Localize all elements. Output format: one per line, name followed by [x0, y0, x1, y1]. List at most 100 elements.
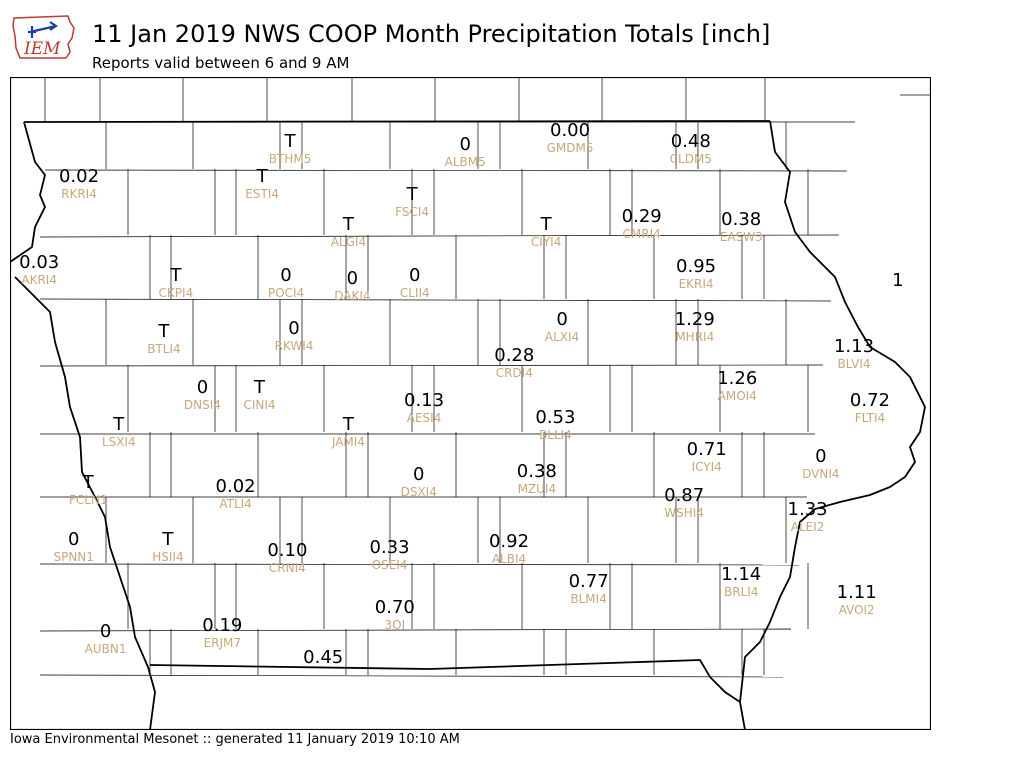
station-fsci4: T FSCI4: [395, 184, 430, 219]
station-value: 0: [815, 446, 827, 468]
station-value: 0: [99, 621, 112, 643]
station-value: 1: [892, 269, 904, 291]
station-id: BRLI4: [723, 584, 759, 599]
station-wshi4: 0.87 WSHI4: [664, 485, 705, 521]
station-value: 1.26: [717, 367, 758, 389]
station-value: 0.70: [374, 596, 415, 618]
station-id: ATLI4: [219, 497, 252, 512]
station-value: 0: [413, 464, 425, 486]
station-value: 0.38: [516, 461, 557, 483]
station-akri4: 0.03 AKRI4: [19, 252, 59, 287]
station-ckpi4: T CKPI4: [158, 265, 194, 301]
station-id: DVNI4: [802, 467, 840, 482]
station-amoi4: 1.26 AMOI4: [717, 367, 758, 403]
station-dsxi4: 0 DSXI4: [401, 464, 437, 500]
station-value: 1.11: [836, 581, 877, 603]
station-poci4: 0 POCI4: [268, 266, 304, 301]
station-id: RKWI4: [274, 338, 314, 353]
station-id: ESTI4: [245, 186, 279, 201]
station-lsxi4: T LSXI4: [101, 414, 136, 450]
station-crni4: 0.10 CRNI4: [267, 540, 307, 575]
station-value: 1.13: [833, 336, 875, 357]
station-value: 0.02: [58, 165, 100, 187]
station-id: MHRI4: [675, 329, 715, 344]
station-id: CRNI4: [268, 560, 306, 575]
station-blmi4: 0.77 BLMI4: [568, 571, 609, 607]
station-atli4: 0.02 ATLI4: [215, 476, 256, 512]
station-id: CLII4: [399, 286, 430, 301]
station-id: RKRI4: [61, 186, 97, 201]
station-value: T: [253, 376, 265, 398]
station-value: 0: [346, 268, 359, 290]
station-value: 0.92: [488, 530, 530, 552]
station-cmri4: 0.29 CMRI4: [621, 206, 662, 242]
station-esti4: T ESTI4: [245, 165, 279, 201]
station-id: CRDI4: [495, 366, 533, 381]
station-value: 0.95: [676, 256, 717, 278]
station-value: 0.02: [215, 476, 256, 498]
station-value: T: [342, 213, 354, 235]
station-dnsi4: 0 DNSI4: [183, 376, 221, 412]
station-id: ALBI4: [491, 551, 527, 566]
station-mzui4: 0.38 MZUI4: [516, 461, 557, 497]
station-value: 0: [67, 529, 80, 551]
station-cini4: T CINI4: [243, 376, 276, 412]
station-rkri4: 0.02 RKRI4: [58, 165, 100, 201]
station-value: 0.87: [664, 485, 705, 507]
station-blvi4: 1.13 BLVI4: [833, 336, 875, 372]
station-id: MZUI4: [517, 482, 557, 497]
iem-logo: IEM: [12, 15, 75, 59]
map-subtitle: Reports valid between 6 and 9 AM: [92, 54, 350, 72]
station-id: AVOI2: [838, 602, 875, 617]
station-id: ALBM5: [444, 154, 486, 169]
station-value: 0.45: [303, 646, 344, 668]
station-id: CMRI4: [622, 227, 661, 242]
station-id: BLMI4: [570, 592, 607, 607]
station-id: AKRI4: [21, 272, 57, 287]
weathervane-icon: [28, 21, 58, 38]
station-value: T: [256, 165, 268, 187]
station-value: T: [113, 414, 125, 436]
station-value: 0: [288, 317, 300, 339]
state-borders: [10, 120, 926, 730]
station-id: BLLI4: [539, 427, 572, 442]
station-clii4: 0 CLII4: [399, 266, 430, 301]
county-basemap: [10, 77, 931, 730]
station-daki4: 0 DAKI4: [334, 268, 371, 304]
station-id: DAKI4: [334, 289, 371, 304]
station-id: ERJM7: [203, 636, 242, 650]
station-crdi4: 0.28 CRDI4: [494, 346, 534, 381]
station-algi4: T ALGI4: [331, 213, 366, 249]
station-id: DNSI4: [183, 397, 221, 412]
station-value: 0: [556, 308, 568, 330]
station-id: SPNN1: [53, 550, 94, 565]
iowa-outline-icon: [12, 15, 75, 59]
station-value: 0.13: [404, 390, 445, 412]
station-id: EKRI4: [678, 277, 714, 292]
station-value: 0.38: [721, 209, 762, 231]
station-id: BLVI4: [837, 357, 871, 371]
station-value: 0.33: [369, 536, 410, 558]
station-value: 0.77: [568, 571, 609, 593]
map-title: 11 Jan 2019 NWS COOP Month Precipitation…: [92, 20, 771, 48]
station-value: 0.29: [621, 206, 662, 228]
station-unlabeled-51: 1: [892, 269, 904, 291]
station-value: 0: [459, 133, 471, 155]
station-id: WSHI4: [664, 506, 704, 521]
station-icyi4: 0.71 ICYI4: [687, 439, 727, 474]
station-id: FSCI4: [395, 204, 430, 219]
station-value: 0.19: [202, 615, 243, 636]
station-bthm5: T BTHM5: [269, 131, 312, 166]
station-aubn1: 0 AUBN1: [85, 621, 127, 657]
station-value: 0.53: [535, 406, 576, 428]
map-frame: [10, 77, 931, 730]
station-id: EASW3: [719, 230, 763, 245]
station-value: T: [170, 265, 182, 287]
station-id: CINI4: [243, 397, 276, 412]
station-albi4: 0.92 ALBI4: [488, 530, 530, 566]
station-alxi4: 0 ALXI4: [545, 308, 579, 344]
station-value: 0: [196, 376, 209, 398]
station-id: CKPI4: [158, 286, 194, 301]
station-id: LSXI4: [101, 435, 136, 450]
station-value: 1.14: [721, 563, 762, 585]
